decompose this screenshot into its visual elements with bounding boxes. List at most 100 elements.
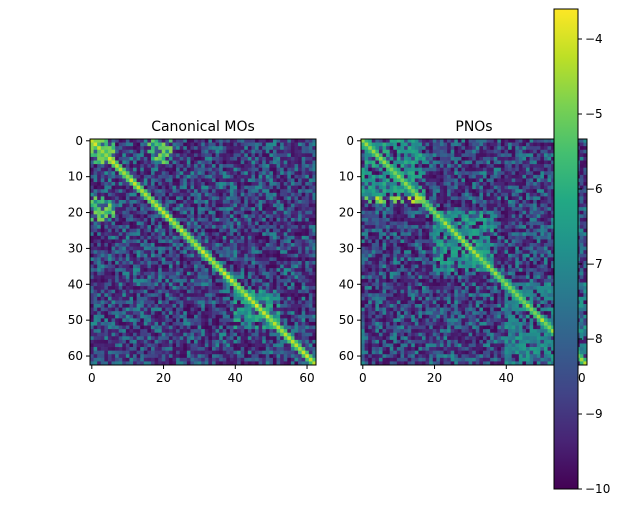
heatmap-cell (136, 228, 141, 233)
heatmap-cell (125, 250, 130, 255)
heatmap-cell (287, 243, 292, 247)
heatmap-cell (168, 264, 173, 269)
heatmap-cell (229, 332, 234, 337)
heatmap-cell (143, 350, 148, 355)
heatmap-cell (262, 350, 267, 355)
heatmap-cell (118, 217, 123, 222)
heatmap-cell (237, 318, 242, 323)
heatmap-cell (118, 156, 123, 161)
heatmap-cell (136, 207, 141, 212)
heatmap-cell (244, 139, 249, 143)
heatmap-cell (265, 339, 270, 344)
heatmap-cell (386, 160, 391, 165)
heatmap-cell (161, 217, 166, 222)
heatmap-cell (240, 264, 245, 269)
heatmap-cell (183, 164, 188, 169)
heatmap-cell (400, 189, 405, 194)
heatmap-cell (447, 146, 452, 151)
heatmap-cell (229, 203, 234, 208)
heatmap-cell (140, 207, 145, 212)
heatmap-cell (290, 171, 295, 176)
heatmap-cell (389, 178, 394, 183)
heatmap-cell (301, 239, 306, 244)
heatmap-cell (490, 149, 495, 154)
heatmap-cell (136, 235, 141, 240)
heatmap-cell (183, 260, 188, 265)
heatmap-cell (276, 149, 281, 154)
heatmap-cell (436, 146, 441, 151)
heatmap-cell (378, 153, 383, 158)
heatmap-cell (122, 357, 127, 362)
heatmap-cell (140, 246, 145, 251)
heatmap-cell (425, 189, 430, 194)
heatmap-cell (237, 217, 242, 222)
heatmap-cell (272, 332, 277, 337)
heatmap-cell (208, 146, 213, 151)
heatmap-cell (396, 146, 401, 151)
heatmap-cell (140, 178, 145, 183)
heatmap-cell (447, 160, 452, 165)
heatmap-cell (215, 232, 220, 237)
heatmap-cell (143, 282, 148, 287)
heatmap-cell (179, 361, 184, 366)
heatmap-cell (500, 153, 505, 158)
heatmap-cell (133, 275, 137, 280)
heatmap-cell (262, 314, 267, 319)
heatmap-cell (93, 307, 98, 312)
heatmap-cell (211, 228, 216, 233)
heatmap-cell (222, 321, 227, 326)
heatmap-cell (308, 350, 313, 355)
heatmap-cell (529, 139, 534, 143)
heatmap-cell (371, 153, 376, 158)
heatmap-cell (118, 293, 123, 298)
heatmap-cell (143, 314, 148, 319)
heatmap-cell (272, 304, 277, 308)
heatmap-cell (179, 307, 184, 312)
heatmap-cell (533, 160, 538, 165)
heatmap-cell (129, 311, 134, 316)
heatmap-cell (378, 171, 383, 176)
heatmap-cell (465, 192, 469, 197)
heatmap-cell (208, 293, 213, 298)
heatmap-cell (312, 311, 317, 316)
heatmap-cell (150, 325, 155, 330)
heatmap-cell (140, 307, 145, 312)
heatmap-cell (229, 300, 234, 305)
heatmap-cell (122, 232, 127, 237)
heatmap-cell (136, 171, 141, 176)
heatmap-cell (154, 304, 159, 308)
heatmap-cell (251, 293, 256, 298)
heatmap-cell (140, 332, 145, 337)
heatmap-cell (190, 271, 195, 276)
heatmap-cell (301, 357, 306, 362)
heatmap-cell (204, 296, 209, 301)
heatmap-cell (551, 185, 556, 190)
heatmap-cell (276, 210, 281, 215)
heatmap-cell (240, 153, 245, 158)
heatmap-cell (540, 149, 545, 154)
heatmap-cell (421, 171, 426, 176)
heatmap-cell (204, 192, 209, 197)
heatmap-cell (382, 149, 387, 154)
heatmap-cell (154, 160, 159, 165)
heatmap-cell (386, 171, 391, 176)
heatmap-cell (183, 321, 188, 326)
heatmap-cell (443, 185, 448, 190)
heatmap-cells-pnos (361, 139, 588, 366)
heatmap-cell (201, 250, 206, 255)
heatmap-cell (201, 264, 206, 269)
heatmap-cell (133, 268, 137, 273)
heatmap-cell (115, 268, 120, 273)
heatmap-cell (176, 232, 181, 237)
heatmap-cell (294, 189, 299, 194)
heatmap-cell (280, 167, 285, 172)
heatmap-cell (579, 156, 584, 161)
heatmap-cell (93, 257, 98, 262)
heatmap-cell (294, 321, 299, 326)
heatmap-cell (305, 350, 310, 355)
heatmap-cell (100, 221, 105, 226)
heatmap-cell (244, 164, 249, 169)
heatmap-cell (197, 182, 202, 186)
heatmap-cell (147, 300, 152, 305)
heatmap-cell (272, 329, 277, 334)
